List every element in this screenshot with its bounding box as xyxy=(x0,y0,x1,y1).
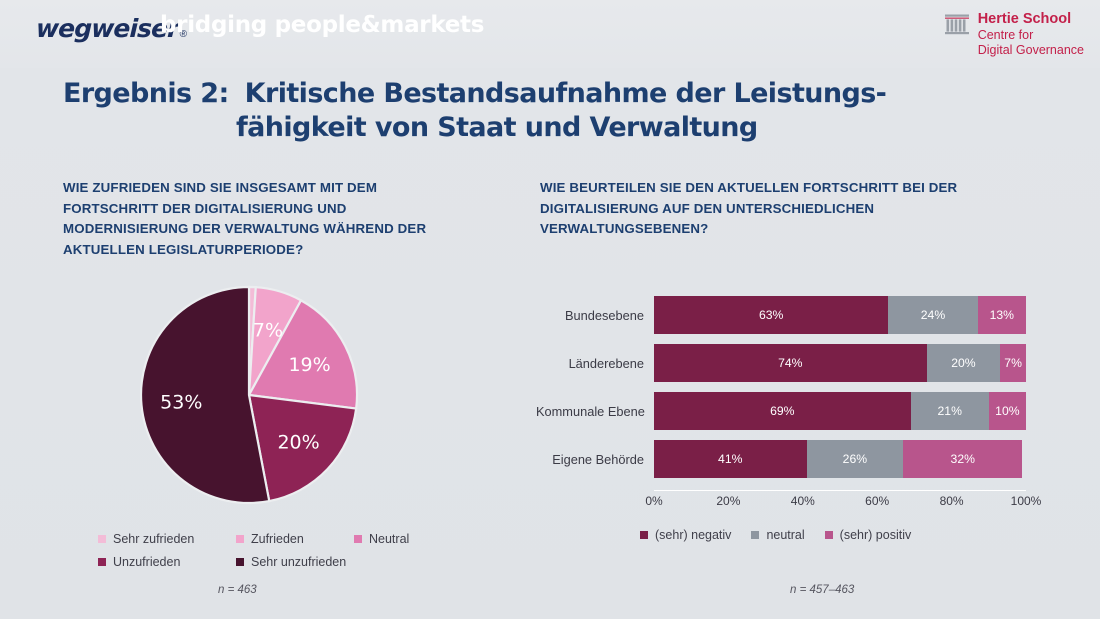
pie-legend-label: Zufrieden xyxy=(251,532,304,546)
pie-slice xyxy=(247,393,358,503)
question-left: Wie zufrieden sind Sie insgesamt mit dem… xyxy=(63,180,427,257)
pie-legend-item[interactable]: Sehr zufrieden xyxy=(98,532,236,546)
bar-segment: 10% xyxy=(988,392,1026,430)
pie-data-labels: 1%7%19%20%53% xyxy=(160,320,331,454)
bar-track: 41% 26% 32% xyxy=(654,440,1026,478)
slide-header: wegweiser ® bridging people&markets Hert… xyxy=(0,0,1100,68)
pie-legend-label: Unzufrieden xyxy=(113,555,181,569)
x-axis-tick-label: 40% xyxy=(790,494,815,508)
hertie-school-logo: Hertie School Centre for Digital Governa… xyxy=(944,11,1084,58)
bar-category-label: Eigene Behörde xyxy=(552,451,644,467)
bar-segment: 74% xyxy=(654,344,927,382)
pie-legend-label: Sehr unzufrieden xyxy=(251,555,347,569)
x-axis-tick-label: 60% xyxy=(865,494,890,508)
pie-slice-label: 7% xyxy=(253,320,283,342)
bar-segment: 24% xyxy=(888,296,978,334)
tagline: bridging people&markets xyxy=(160,12,485,38)
pie-slice-label: 53% xyxy=(160,391,202,413)
bar-legend-label: (sehr) negativ xyxy=(655,528,732,542)
bar-segment: 7% xyxy=(1000,344,1026,382)
pie-slices xyxy=(139,285,359,505)
legend-swatch-icon xyxy=(236,558,244,566)
title-prefix: Ergebnis 2: xyxy=(63,78,229,109)
bar-track: 69% 21% 10% xyxy=(654,392,1026,430)
bar-category-label: Länderebene xyxy=(568,355,644,371)
bar-legend-label: neutral xyxy=(766,528,805,542)
wegweiser-logo: wegweiser ® xyxy=(35,14,188,43)
pie-chart-svg: 1%7%19%20%53% xyxy=(139,285,359,505)
bar-category-label: Bundesebene xyxy=(565,307,644,323)
bar-row: Länderebene 74% 20% 7% xyxy=(536,344,1026,382)
bar-segment: 41% xyxy=(654,440,807,478)
title-line-2: fähigkeit von Staat und Verwaltung xyxy=(236,112,758,143)
bar-track: 63% 24% 13% xyxy=(654,296,1026,334)
bar-category-label: Kommunale Ebene xyxy=(536,403,645,419)
bar-segment: 13% xyxy=(977,296,1026,334)
pie-legend: Sehr zufrieden Zufrieden Neutral Unzufriede… xyxy=(98,532,428,569)
x-axis-tick-label: 20% xyxy=(716,494,741,508)
bar-segment: 20% xyxy=(926,344,1001,382)
bar-row: Eigene Behörde 41% 26% 32% xyxy=(536,440,1026,478)
pie-legend-item[interactable]: Sehr unzufrieden xyxy=(236,555,386,569)
sample-size-note-left: n = 463 xyxy=(218,584,257,596)
pie-legend-item[interactable]: Zufrieden xyxy=(236,532,354,546)
x-axis-tick-label: 100% xyxy=(1010,494,1042,508)
pie-slice-label: 20% xyxy=(277,432,319,454)
pie-slice-label: 19% xyxy=(288,354,330,376)
legend-swatch-icon xyxy=(640,531,648,539)
bar-segment: 26% xyxy=(806,440,904,478)
pie-legend-item[interactable]: Unzufrieden xyxy=(98,555,236,569)
pie-legend-label: Sehr zufrieden xyxy=(113,532,195,546)
x-axis-ticks: 0% 20% 40% 60% 80% 100% xyxy=(645,494,1041,512)
classical-building-columns-icon xyxy=(944,13,970,40)
page-title: Ergebnis 2: Kritische Bestandsaufnahme d… xyxy=(63,78,963,143)
bar-row: Bundesebene 63% 24% 13% xyxy=(536,296,1026,334)
bar-segment: 21% xyxy=(910,392,989,430)
pie-slice xyxy=(247,298,359,410)
legend-swatch-icon xyxy=(354,535,362,543)
legend-swatch-icon xyxy=(98,558,106,566)
bar-legend-item[interactable]: (sehr) negativ xyxy=(640,528,731,542)
legend-swatch-icon xyxy=(98,535,106,543)
pie-slice xyxy=(139,285,271,505)
bar-legend: (sehr) negativ neutral (sehr) positiv xyxy=(640,528,911,542)
bar-legend-item[interactable]: neutral xyxy=(751,528,805,542)
bar-legend-item[interactable]: (sehr) positiv xyxy=(824,528,912,542)
hertie-school-name: Hertie School xyxy=(977,11,1072,27)
pie-chart: 1%7%19%20%53% xyxy=(133,282,383,512)
title-line-1: Kritische Bestandsaufnahme der Leistungs… xyxy=(244,78,887,109)
pie-legend-label: Neutral xyxy=(369,532,410,546)
question-right: Wie beurteilen Sie den aktuellen Fortsch… xyxy=(540,180,958,237)
hertie-school-line3: Digital Governance xyxy=(977,42,1084,57)
bar-row: Kommunale Ebene 69% 21% 10% xyxy=(536,392,1026,430)
x-axis-tick-label: 0% xyxy=(645,494,663,508)
wegweiser-wordmark: wegweiser xyxy=(35,14,180,43)
sample-size-note-right: n = 457–463 xyxy=(790,584,855,596)
bar-track: 74% 20% 7% xyxy=(654,344,1026,382)
legend-swatch-icon xyxy=(236,535,244,543)
pie-legend-item[interactable]: Neutral xyxy=(354,532,428,546)
x-axis-line xyxy=(654,490,1026,491)
bar-legend-label: (sehr) positiv xyxy=(839,528,912,542)
legend-swatch-icon xyxy=(751,531,760,539)
bar-segment: 32% xyxy=(903,440,1023,478)
hertie-school-line2: Centre for xyxy=(977,28,1034,43)
legend-swatch-icon xyxy=(824,531,833,539)
x-axis-tick-label: 80% xyxy=(939,494,964,508)
registered-trademark-icon: ® xyxy=(179,29,188,40)
bar-chart: Bundesebene 63% 24% 13% Länderebene 74% 20% 7% K… xyxy=(536,293,1041,508)
bar-segment: 69% xyxy=(654,392,911,430)
bar-segment: 63% xyxy=(654,296,889,334)
hertie-school-text: Hertie School Centre for Digital Governa… xyxy=(978,11,1084,58)
